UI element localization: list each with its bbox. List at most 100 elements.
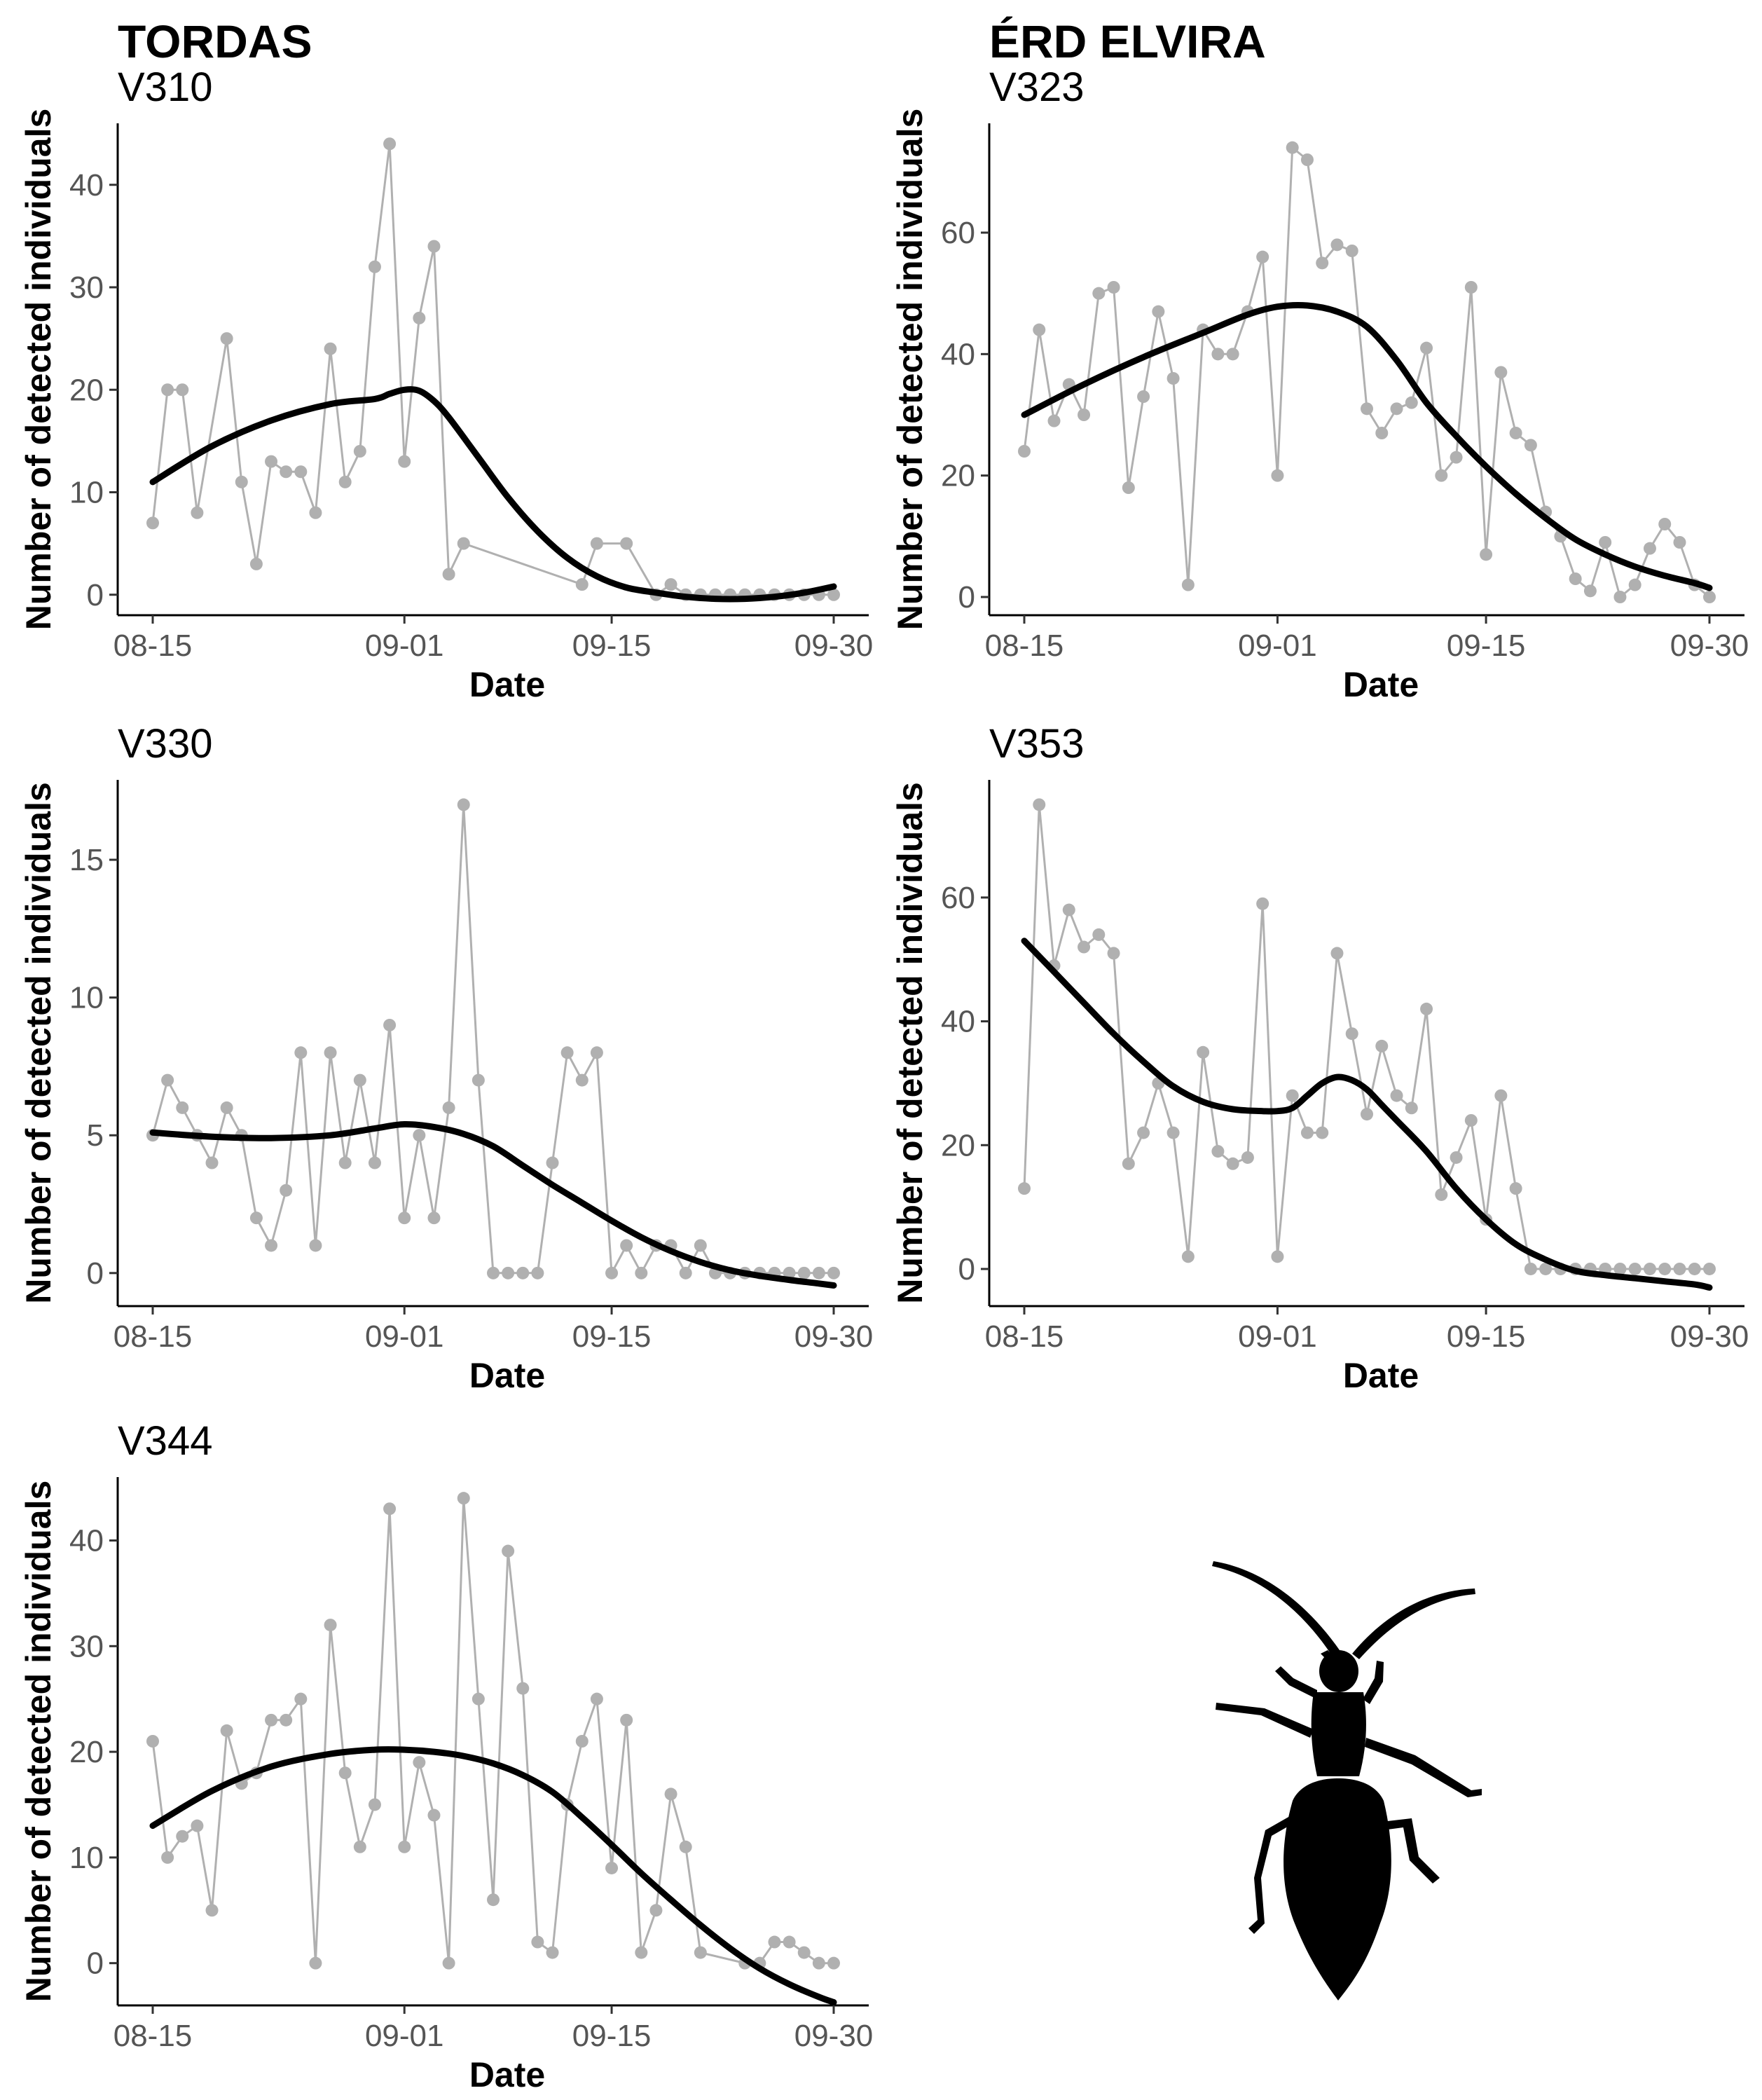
observed-point xyxy=(1033,323,1046,336)
observed-point xyxy=(413,311,426,324)
observed-point xyxy=(1524,1262,1537,1275)
observed-point xyxy=(1509,1182,1522,1195)
observed-point xyxy=(812,1956,825,1970)
observed-point xyxy=(309,506,322,519)
observed-point xyxy=(1211,1145,1225,1158)
y-tick-label: 40 xyxy=(69,168,104,203)
observed-point xyxy=(294,465,308,479)
observed-point xyxy=(205,1156,219,1169)
observed-point xyxy=(324,342,337,355)
y-tick-label: 20 xyxy=(69,1735,104,1769)
y-tick-label: 40 xyxy=(69,1523,104,1558)
observed-point xyxy=(783,1266,796,1279)
panel-v353: V353 0 20 40 60 08-15 09-01 09-15 09-30 Date Numbe… xyxy=(890,721,1749,1395)
observed-point xyxy=(1345,245,1358,257)
observed-point xyxy=(368,1798,381,1811)
observed-point xyxy=(1464,1113,1478,1127)
observed-point xyxy=(1628,578,1641,591)
observed-point xyxy=(679,1840,692,1853)
y-tick-label: 0 xyxy=(87,1947,104,1981)
y-axis-title: Number of detected individuals xyxy=(19,1481,58,2003)
x-tick-label: 09-01 xyxy=(1238,629,1317,663)
observed-point xyxy=(694,1239,707,1252)
y-tick-label: 0 xyxy=(958,580,975,615)
observed-point xyxy=(1152,305,1165,318)
observed-point xyxy=(1181,578,1195,591)
observed-point xyxy=(575,578,589,591)
x-tick-label: 09-15 xyxy=(572,629,652,663)
observed-point xyxy=(398,455,411,468)
panel-title: V353 xyxy=(989,721,1084,767)
y-tick-label: 10 xyxy=(69,476,104,510)
x-tick-label: 08-15 xyxy=(113,629,193,663)
trend-series-line xyxy=(1021,301,1713,591)
observed-point xyxy=(1450,1151,1463,1164)
x-tick-label: 09-01 xyxy=(365,1319,444,1354)
x-axis-title: Date xyxy=(469,2055,545,2094)
observed-point xyxy=(220,1101,233,1114)
observed-point xyxy=(1018,445,1031,458)
observed-point xyxy=(1643,542,1656,555)
observed-point xyxy=(575,1735,589,1748)
observed-point xyxy=(605,1861,619,1874)
observed-point xyxy=(1137,390,1150,403)
panel-title: V344 xyxy=(118,1418,212,1464)
observed-point xyxy=(324,1046,337,1059)
observed-point xyxy=(1092,287,1106,300)
observed-point xyxy=(1703,591,1716,603)
observed-point xyxy=(1092,928,1106,941)
observed-point xyxy=(502,1544,515,1558)
x-tick-label: 09-30 xyxy=(1670,1319,1749,1354)
observed-point xyxy=(1703,1262,1716,1275)
y-tick-label: 30 xyxy=(69,1629,104,1663)
observed-point xyxy=(605,1266,619,1279)
y-tick-label: 15 xyxy=(69,843,104,877)
trend-series-line xyxy=(1021,938,1713,1291)
observed-point xyxy=(1569,572,1582,585)
y-tick-label: 0 xyxy=(87,1256,104,1291)
observed-point xyxy=(797,1946,811,1959)
observed-point xyxy=(1047,414,1061,427)
observed-point xyxy=(827,1266,840,1279)
observed-point xyxy=(1286,1089,1299,1102)
y-tick-label: 0 xyxy=(958,1252,975,1286)
observed-point xyxy=(664,578,677,591)
observed-point xyxy=(280,465,293,479)
observed-point xyxy=(161,1851,174,1864)
observed-point xyxy=(1300,1126,1314,1139)
observed-point xyxy=(324,1619,337,1632)
observed-point xyxy=(353,1073,366,1087)
observed-point xyxy=(516,1682,530,1695)
observed-point xyxy=(1524,439,1537,452)
observed-point xyxy=(620,537,633,550)
observed-point xyxy=(457,798,470,811)
observed-point xyxy=(1599,536,1612,549)
observed-point xyxy=(1390,402,1403,416)
observed-point xyxy=(176,383,189,397)
panel-title: V323 xyxy=(989,64,1084,110)
observed-point xyxy=(383,1018,397,1031)
observed-point xyxy=(265,1713,278,1727)
observed-point xyxy=(176,1830,189,1843)
observed-point xyxy=(442,568,455,581)
observed-point xyxy=(1316,256,1329,270)
observed-point xyxy=(413,1129,426,1142)
y-tick-label: 0 xyxy=(87,578,104,612)
observed-point xyxy=(413,1756,426,1769)
panel-v323: V323 0 20 40 60 08-15 09-01 09-15 09-30 Date Numbe… xyxy=(890,64,1749,704)
observed-point xyxy=(590,537,603,550)
observed-point xyxy=(1405,396,1418,409)
observed-point xyxy=(694,1946,707,1959)
observed-point xyxy=(205,1904,219,1917)
observed-point xyxy=(353,1840,366,1853)
observed-point xyxy=(664,1787,677,1801)
y-tick-label: 10 xyxy=(69,981,104,1015)
observed-point xyxy=(827,1956,840,1970)
observed-point xyxy=(280,1183,293,1197)
observed-point xyxy=(338,475,352,488)
observed-point xyxy=(797,1266,811,1279)
observed-point xyxy=(427,1809,441,1822)
observed-point xyxy=(1033,798,1046,811)
observed-point xyxy=(368,260,381,273)
